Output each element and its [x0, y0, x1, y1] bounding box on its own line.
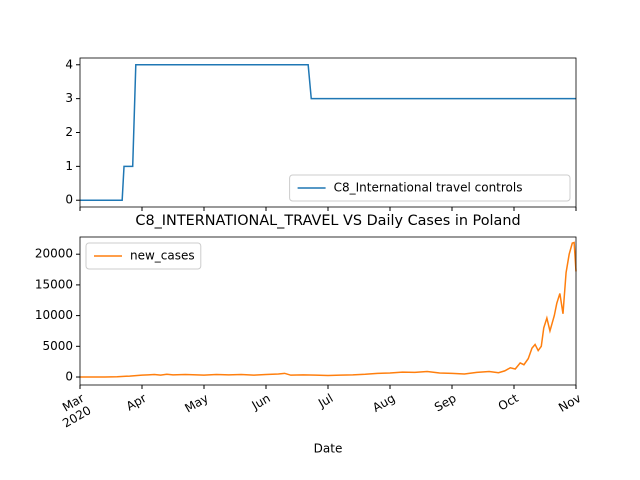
y-tick-label: 20000 [35, 247, 73, 261]
legend-box [289, 174, 571, 202]
y-tick-label: 10000 [35, 308, 73, 322]
y-tick-label: 3 [65, 91, 73, 105]
axes-frame [79, 236, 577, 386]
axes-frame [79, 57, 577, 208]
y-tick-label: 0 [65, 193, 73, 207]
y-tick-label: 1 [65, 159, 73, 173]
y-tick-label: 5000 [42, 339, 73, 353]
legend-label: C8_International travel controls [334, 181, 523, 195]
legend-box [85, 242, 202, 270]
y-tick-label: 15000 [35, 277, 73, 291]
y-tick-label: 0 [65, 370, 73, 384]
y-tick-label: 4 [65, 57, 73, 71]
y-tick-label: 2 [65, 125, 73, 139]
legend-label: new_cases [130, 249, 195, 263]
x-axis-label: Date [314, 442, 343, 456]
chart-title: C8_INTERNATIONAL_TRAVEL VS Daily Cases i… [135, 213, 520, 229]
line [80, 64, 576, 201]
line [80, 241, 577, 378]
